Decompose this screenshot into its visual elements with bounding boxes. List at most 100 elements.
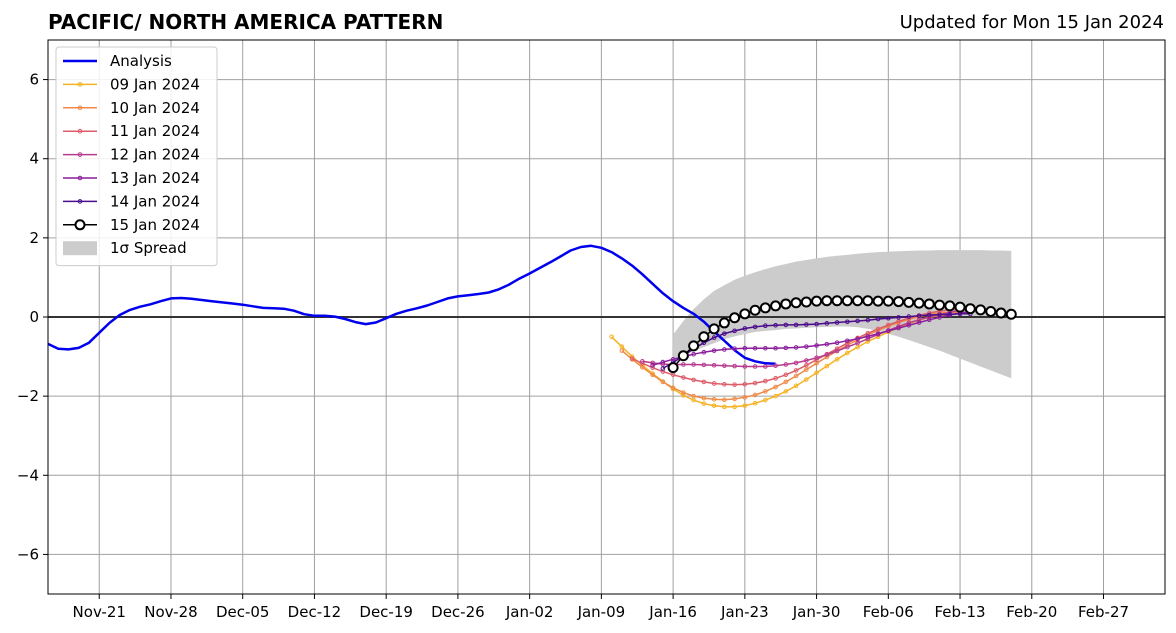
data-point [629,356,635,361]
legend-marker [77,105,83,111]
y-tick-label: 0 [29,308,39,326]
legend-marker [77,199,83,204]
spread-area [673,250,1012,379]
data-point [783,362,789,367]
legend-marker [77,152,83,157]
x-axis: Nov-21 Nov-28 Dec-05 Dec-12 Dec-19 Dec-26 Jan-… [73,594,1129,621]
legend-marker [77,82,83,87]
x-tick-label: Dec-26 [431,603,485,621]
data-point [691,393,696,399]
data-point [773,363,778,368]
legend-swatch [63,241,97,256]
data-point [722,363,727,368]
data-point [773,384,778,390]
data-point [660,379,666,385]
data-point [845,338,850,344]
data-point [722,347,727,352]
data-point [711,403,717,408]
legend-item-15-jan-2024: 15 Jan 2024 [63,216,200,234]
series-line [621,311,960,401]
data-point [752,392,758,398]
legend-label: Analysis [110,52,172,70]
y-tick-label: −4 [17,466,39,484]
data-point [855,340,860,346]
data-point [886,328,891,334]
x-tick-label: Jan-23 [720,603,769,621]
data-point [903,296,915,308]
data-point [732,382,737,387]
data-point [804,367,809,372]
data-point [886,315,891,321]
data-point [804,362,809,368]
data-point [763,378,768,384]
data-point [937,315,942,320]
series-14-jan-2024 [660,311,973,371]
data-point [821,295,833,307]
data-point [824,363,830,369]
data-point [906,314,912,319]
data-point [742,403,748,408]
y-axis: −6 −4 −2 0 2 4 6 [17,71,48,563]
y-tick-label: 2 [29,229,39,247]
x-tick-label: Dec-19 [359,603,413,621]
data-point [1005,308,1017,320]
data-point [893,296,905,308]
data-point [732,363,737,369]
data-point [865,317,871,323]
data-point [882,295,894,307]
data-point [947,311,953,317]
legend-label: 15 Jan 2024 [110,216,200,234]
series-15-jan-2024 [667,295,1017,374]
data-point [701,395,707,401]
x-tick-label: Feb-27 [1078,603,1129,621]
data-point [913,297,925,309]
data-point [906,323,912,328]
data-point [975,304,987,316]
y-tick-label: −6 [17,545,39,563]
legend-item-14-jan-2024: 14 Jan 2024 [63,192,200,210]
data-point [691,351,696,357]
data-point [722,331,727,336]
data-point [650,372,655,378]
data-point [773,393,778,399]
data-point [722,404,727,410]
data-point [831,295,843,307]
data-point [964,303,976,315]
y-tick-label: 4 [29,150,39,168]
x-tick-label: Feb-13 [935,603,986,621]
data-point [722,381,727,387]
data-point [742,395,748,400]
data-point [872,295,884,307]
data-point [752,400,758,406]
y-tick-label: −2 [17,387,39,405]
data-point [752,380,758,386]
data-point [865,339,871,344]
x-tick-label: Feb-20 [1006,603,1057,621]
data-point [845,344,850,350]
spread-band [673,250,1012,379]
data-point [875,326,881,332]
data-point [923,298,935,310]
series-13-jan-2024 [650,309,973,368]
x-tick-label: Feb-06 [863,603,914,621]
x-tick-label: Jan-16 [648,603,697,621]
data-point [783,379,789,385]
data-point [824,342,830,347]
data-point [660,366,666,371]
legend-label: 12 Jan 2024 [110,146,200,164]
data-point [729,312,741,324]
data-point [681,362,686,367]
data-point [834,357,840,362]
y-tick-label: 6 [29,71,39,89]
legend-box [55,46,218,267]
legend-label: 14 Jan 2024 [110,192,200,210]
data-point [650,362,655,368]
legend-item-13-jan-2024: 13 Jan 2024 [63,169,200,187]
data-point [711,381,717,386]
data-point [763,397,768,403]
data-point [773,323,778,328]
data-point [937,312,942,317]
data-point [862,295,874,307]
data-point [691,362,696,367]
